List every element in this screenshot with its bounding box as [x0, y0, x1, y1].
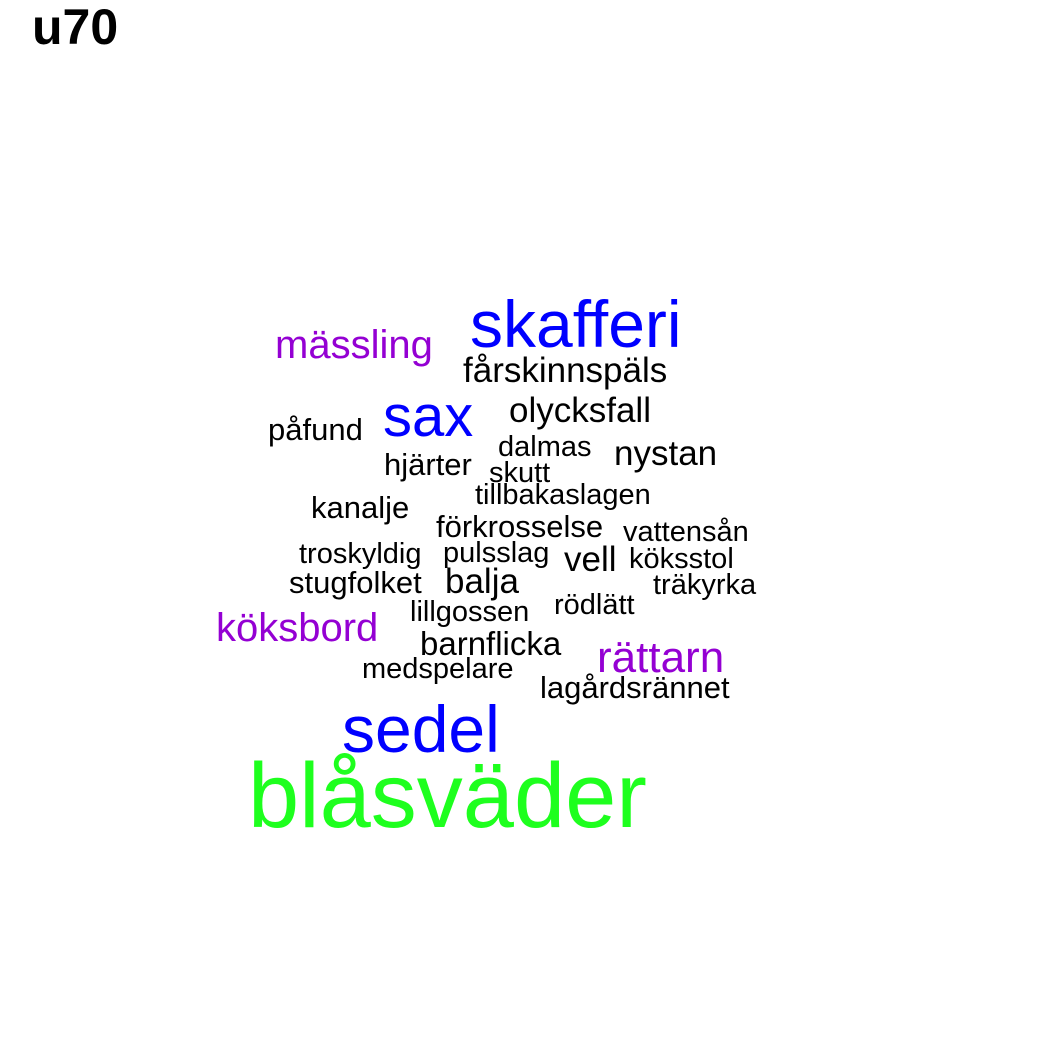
- cloud-word-21: köksstol: [629, 543, 734, 575]
- cloud-word-12: hjärter: [384, 447, 472, 482]
- cloud-word-28: medspelare: [362, 653, 514, 685]
- cloud-word-5: köksbord: [216, 606, 378, 650]
- cloud-word-10: påfund: [268, 412, 363, 447]
- cloud-word-26: rödlätt: [554, 589, 635, 621]
- cloud-word-17: vattensån: [623, 516, 749, 548]
- cloud-word-7: fårskinnspäls: [463, 351, 667, 390]
- cloud-word-19: pulsslag: [443, 537, 549, 569]
- cloud-word-29: lagårdsrännet: [540, 670, 730, 705]
- cloud-word-11: dalmas: [498, 431, 592, 463]
- cloud-word-15: kanalje: [311, 490, 409, 525]
- cloud-word-22: stugfolket: [289, 565, 422, 600]
- cloud-word-20: vell: [564, 540, 617, 579]
- page-title: u70: [32, 0, 119, 55]
- cloud-word-25: lillgossen: [410, 596, 529, 628]
- cloud-word-0: blåsväder: [248, 745, 647, 847]
- cloud-word-16: förkrosselse: [436, 509, 603, 544]
- cloud-word-6: rättarn: [597, 633, 724, 682]
- cloud-word-4: mässling: [275, 323, 433, 367]
- cloud-word-8: olycksfall: [509, 391, 651, 430]
- cloud-word-18: troskyldig: [299, 538, 422, 570]
- cloud-word-13: skutt: [489, 457, 550, 489]
- cloud-word-23: balja: [445, 562, 519, 601]
- cloud-word-3: sax: [383, 384, 473, 449]
- cloud-word-14: tillbakaslagen: [475, 479, 651, 511]
- cloud-word-27: barnflicka: [420, 625, 562, 662]
- cloud-word-24: träkyrka: [653, 569, 757, 601]
- cloud-word-9: nystan: [614, 434, 717, 473]
- cloud-word-2: skafferi: [470, 287, 682, 361]
- cloud-word-1: sedel: [342, 692, 500, 766]
